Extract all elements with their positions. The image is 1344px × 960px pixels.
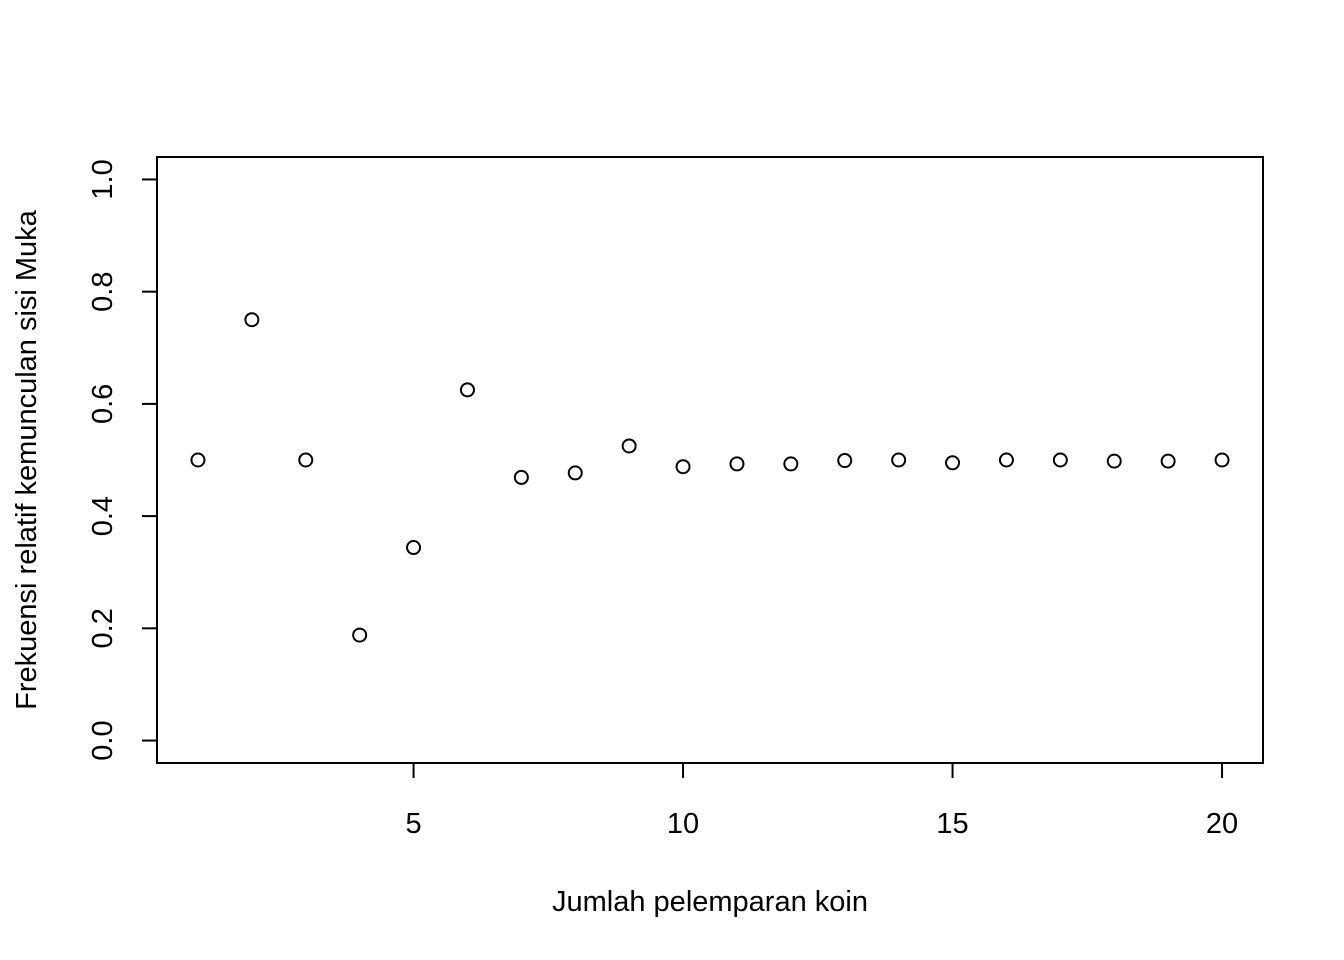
y-tick-label: 0.8 (87, 272, 119, 312)
x-tick-label: 5 (405, 808, 421, 840)
data-point (352, 627, 368, 643)
x-tick-label: 10 (667, 808, 699, 840)
data-point (945, 455, 961, 471)
y-tick-label: 0.0 (87, 720, 119, 760)
y-tick-label: 0.2 (87, 608, 119, 648)
data-point (1214, 452, 1230, 468)
x-axis-title: Jumlah pelemparan koin (552, 886, 868, 918)
data-point (1160, 453, 1176, 469)
y-tick-label: 0.6 (87, 384, 119, 424)
y-axis-title: Frekuensi relatif kemunculan sisi Muka (11, 209, 43, 710)
data-point (729, 456, 745, 472)
data-points (190, 312, 1230, 643)
y-tick-label: 1.0 (87, 159, 119, 199)
y-axis: 0.0 0.2 0.4 0.6 0.8 1.0 (87, 159, 158, 761)
data-point (459, 382, 475, 398)
x-axis: 5 10 15 20 (405, 762, 1238, 840)
data-point (1106, 453, 1122, 469)
data-point (190, 452, 206, 468)
data-point (406, 540, 422, 556)
data-point (567, 465, 583, 481)
x-tick-label: 15 (936, 808, 968, 840)
data-point (891, 452, 907, 468)
data-point (244, 312, 260, 328)
plot-frame (156, 156, 1264, 764)
data-point (298, 452, 314, 468)
y-tick-label: 0.4 (87, 496, 119, 536)
data-point (1052, 452, 1068, 468)
x-tick-label: 20 (1206, 808, 1238, 840)
data-point (513, 469, 529, 485)
data-point (998, 452, 1014, 468)
data-point (837, 453, 853, 469)
data-point (675, 459, 691, 475)
data-point (621, 438, 637, 454)
data-point (783, 456, 799, 472)
